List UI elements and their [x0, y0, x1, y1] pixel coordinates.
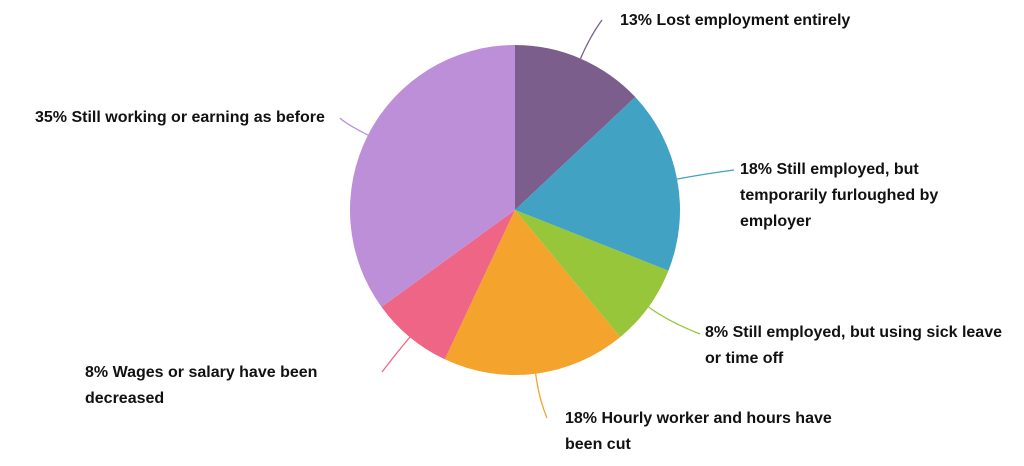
value-label: 8% [705, 324, 729, 341]
category-label: Lost employment entirely [656, 12, 851, 29]
value-label: 8% [85, 364, 109, 381]
slice-label: 35% Still working or earning as before [35, 105, 325, 131]
leader-line [535, 373, 548, 419]
pie-slice [515, 45, 636, 210]
category-label: Still working or earning as before [71, 109, 325, 126]
leader-line [676, 169, 735, 180]
pie-slice [515, 97, 680, 271]
value-label: 18% [740, 161, 773, 178]
leader-line [579, 19, 603, 59]
value-label: 18% [565, 410, 598, 427]
category-label: Wages or salary have been decreased [85, 364, 318, 407]
value-label: 35% [35, 109, 68, 126]
leader-line [648, 306, 701, 335]
slice-label: 8% Still employed, but using sick leave … [705, 320, 1005, 372]
slice-label: 18% Hourly worker and hours have been cu… [565, 406, 845, 458]
leader-line [381, 336, 411, 373]
pie-slice [515, 210, 669, 338]
category-label: Still employed, but temporarily furlough… [740, 161, 939, 230]
pie-slice [381, 210, 515, 360]
category-label: Still employed, but using sick leave or … [705, 324, 1002, 367]
value-label: 13% [620, 12, 653, 29]
pie-slice [350, 45, 515, 307]
slice-label: 8% Wages or salary have been decreased [85, 360, 375, 412]
leader-line [339, 117, 369, 136]
slice-label: 18% Still employed, but temporarily furl… [740, 157, 980, 235]
slice-label: 13% Lost employment entirely [620, 8, 920, 34]
pie-slice [444, 210, 621, 375]
category-label: Hourly worker and hours have been cut [565, 410, 832, 453]
